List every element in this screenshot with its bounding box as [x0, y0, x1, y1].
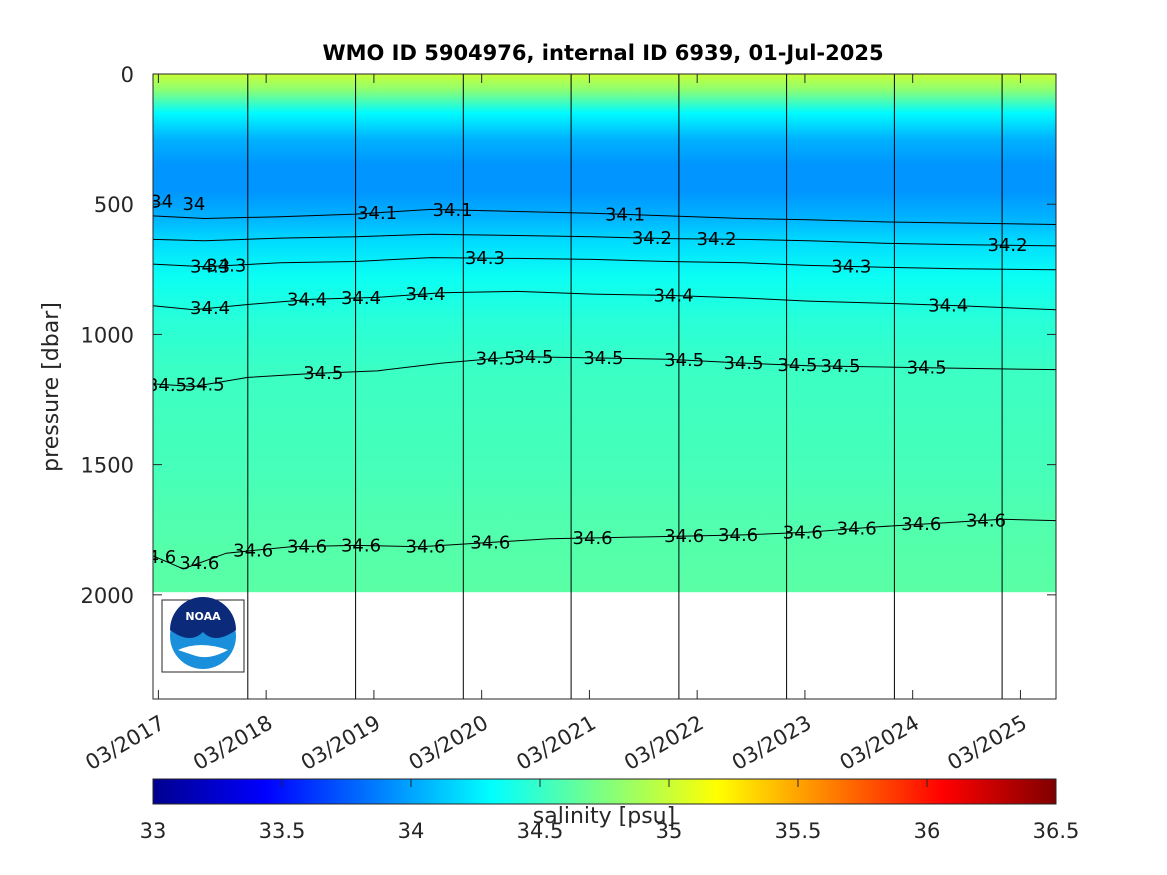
- contour-line-34-3-2: [153, 257, 1056, 271]
- contour-label-36: 34.6: [573, 528, 613, 549]
- contour-label-8: 34.3: [206, 256, 246, 277]
- contour-label-21: 34.5: [476, 348, 516, 369]
- chart-title: WMO ID 5904976, internal ID 6939, 01-Jul…: [322, 41, 883, 65]
- contour-label-11: 34.3: [831, 256, 871, 277]
- colorbar-tick-label-2: 34: [398, 819, 425, 843]
- contour-label-5: 34.2: [632, 228, 672, 249]
- contour-line-34-6-5: [153, 518, 1056, 570]
- contour-label-1: 34: [182, 194, 205, 215]
- x-tick-label-2: 03/2019: [297, 711, 385, 775]
- x-tick-label-6: 03/2023: [728, 711, 816, 775]
- contour-label-22: 34.5: [513, 347, 553, 368]
- contour-label-37: 34.6: [664, 526, 704, 547]
- x-tick-label-4: 03/2021: [512, 711, 600, 775]
- contour-label-12: 34.4: [190, 298, 230, 319]
- contour-line-34-5-4: [153, 356, 1056, 388]
- contour-label-29: 34.6: [136, 547, 176, 568]
- colorbar-tick-label-0: 33: [140, 819, 167, 843]
- contour-label-26: 34.5: [777, 355, 817, 376]
- contour-label-16: 34.4: [653, 286, 693, 307]
- x-tick-label-8: 03/2025: [943, 711, 1031, 775]
- contour-label-2: 34.1: [357, 203, 397, 224]
- contour-label-33: 34.6: [341, 536, 381, 557]
- x-tick-label-7: 03/2024: [836, 711, 924, 775]
- colorbar-tick-label-5: 35.5: [775, 819, 822, 843]
- contour-line-34-2-1: [153, 233, 1056, 247]
- x-tick-label-0: 03/2017: [81, 711, 169, 775]
- x-tick-label-3: 03/2020: [405, 711, 493, 775]
- contour-line-34-1-0: [153, 208, 1056, 225]
- y-tick-label-4: 2000: [81, 584, 134, 608]
- contour-line-34-4-3: [153, 290, 1056, 311]
- contour-label-25: 34.5: [723, 353, 763, 374]
- contour-lines: [153, 208, 1056, 570]
- y-axis-label: pressure [dbar]: [39, 302, 64, 472]
- contour-label-3: 34.1: [433, 200, 473, 221]
- contour-label-40: 34.6: [837, 518, 877, 539]
- colorbar-tick-label-1: 33.5: [259, 819, 306, 843]
- contour-labels: 34 34 34.1 34.1 34.134.2 34.2 34.234.334.3 34.3…: [136, 192, 1028, 574]
- y-axis: 0 500 1000 1500 2000: [81, 63, 1056, 608]
- contour-label-20: 34.5: [303, 363, 343, 384]
- contour-label-18: 34.5: [147, 375, 187, 396]
- contour-label-28: 34.5: [907, 358, 947, 379]
- contour-label-39: 34.6: [783, 523, 823, 544]
- y-tick-label-0: 0: [121, 63, 134, 87]
- contour-label-4: 34.1: [605, 204, 645, 225]
- contour-label-41: 34.6: [901, 514, 941, 535]
- contour-label-0: 34: [150, 192, 173, 213]
- contour-label-19: 34.5: [185, 375, 225, 396]
- y-tick-label-2: 1000: [81, 323, 134, 347]
- salinity-field: [153, 74, 1056, 593]
- profile-marker-lines: [247, 74, 1003, 699]
- contour-label-38: 34.6: [718, 525, 758, 546]
- contour-label-30: 34.6: [179, 553, 219, 574]
- contour-label-14: 34.4: [341, 288, 381, 309]
- chart-title-text: WMO ID 5904976, internal ID 6939, 01-Jul…: [322, 41, 883, 65]
- colorbar-tick-label-7: 36.5: [1033, 819, 1080, 843]
- logo-bird-icon: [178, 645, 228, 658]
- contour-label-10: 34.3: [465, 248, 505, 269]
- contour-label-32: 34.6: [287, 536, 327, 557]
- contour-label-31: 34.6: [233, 541, 273, 562]
- contour-label-35: 34.6: [470, 532, 510, 553]
- x-tick-label-1: 03/2018: [189, 711, 277, 775]
- colorbar: 33 33.5 34 34.5 35 35.5 36 36.5 salinity [psu]: [140, 778, 1080, 843]
- colorbar-gradient: [152, 778, 1057, 805]
- contour-label-15: 34.4: [406, 284, 446, 305]
- contour-label-17: 34.4: [928, 295, 968, 316]
- y-tick-label-1: 500: [94, 193, 134, 217]
- noaa-logo: NOAA: [161, 597, 245, 673]
- logo-text: NOAA: [185, 610, 221, 623]
- y-tick-label-3: 1500: [81, 454, 134, 478]
- contour-label-13: 34.4: [287, 290, 327, 311]
- colorbar-tick-label-4: 35: [656, 819, 683, 843]
- contour-label-24: 34.5: [664, 350, 704, 371]
- contour-label-6: 34.2: [697, 229, 737, 250]
- logo-upper: [170, 597, 236, 639]
- contour-label-42: 34.6: [966, 510, 1006, 531]
- contour-label-7: 34.2: [987, 235, 1027, 256]
- contour-label-9: 34.3: [190, 256, 230, 277]
- plot-frame: [152, 73, 1057, 700]
- contour-label-23: 34.5: [583, 348, 623, 369]
- colorbar-tick-label-3: 34.5: [517, 819, 564, 843]
- colorbar-tick-label-6: 36: [914, 819, 941, 843]
- x-tick-label-5: 03/2022: [620, 711, 708, 775]
- contour-label-27: 34.5: [820, 356, 860, 377]
- contour-label-34: 34.6: [406, 536, 446, 557]
- colorbar-label: salinity [psu]: [533, 804, 675, 829]
- colorbar-ticks: 33 33.5 34 34.5 35 35.5 36 36.5: [140, 779, 1080, 843]
- plot-area: 34 34 34.1 34.1 34.134.2 34.2 34.234.334.3 34.3…: [136, 74, 1056, 699]
